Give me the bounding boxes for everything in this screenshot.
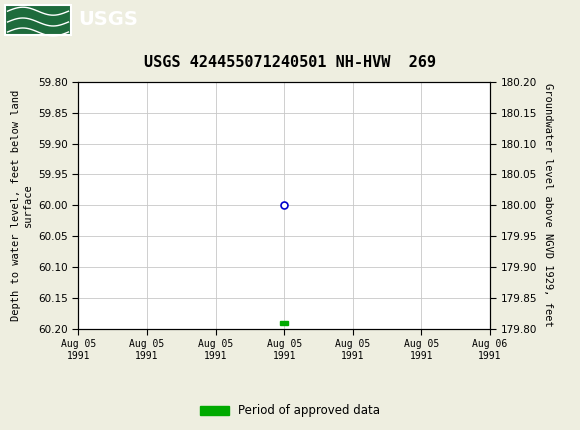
Y-axis label: Groundwater level above NGVD 1929, feet: Groundwater level above NGVD 1929, feet xyxy=(542,83,553,327)
Text: USGS 424455071240501 NH-HVW  269: USGS 424455071240501 NH-HVW 269 xyxy=(144,55,436,70)
Legend: Period of approved data: Period of approved data xyxy=(195,399,385,422)
FancyBboxPatch shape xyxy=(5,5,71,35)
Bar xyxy=(281,321,288,325)
Y-axis label: Depth to water level, feet below land
surface: Depth to water level, feet below land su… xyxy=(11,90,32,321)
Text: USGS: USGS xyxy=(78,10,138,30)
